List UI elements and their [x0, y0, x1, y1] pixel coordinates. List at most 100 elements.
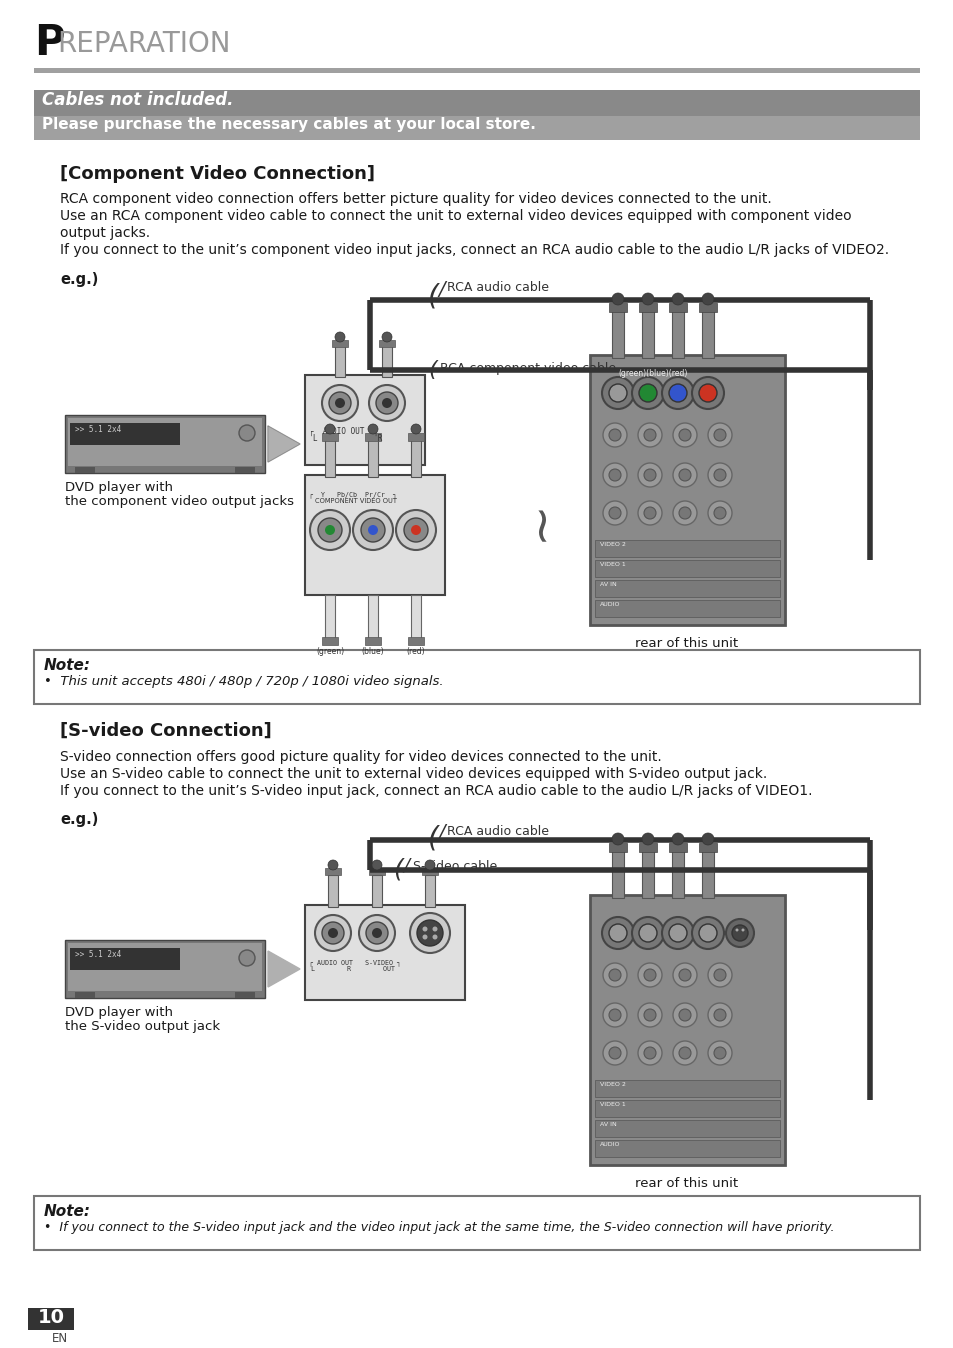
Bar: [34, 90, 919, 116]
Text: >> 5.1 2x4: >> 5.1 2x4: [75, 950, 121, 958]
Text: [Component Video Connection]: [Component Video Connection]: [60, 164, 375, 183]
Polygon shape: [268, 950, 299, 987]
Circle shape: [699, 384, 717, 402]
Bar: [365, 433, 380, 441]
Circle shape: [432, 934, 437, 940]
Circle shape: [424, 860, 435, 869]
Circle shape: [643, 507, 656, 519]
Circle shape: [643, 969, 656, 981]
Circle shape: [668, 923, 686, 942]
Text: /: /: [437, 280, 444, 299]
Bar: [608, 303, 626, 311]
Bar: [34, 650, 919, 704]
Text: /: /: [437, 824, 444, 842]
Circle shape: [672, 423, 697, 448]
Text: e.g.): e.g.): [60, 811, 98, 828]
Text: (: (: [428, 283, 438, 311]
Text: (red): (red): [406, 647, 425, 656]
Text: Please purchase the necessary cables at your local store.: Please purchase the necessary cables at …: [42, 117, 536, 132]
Text: rear of this unit: rear of this unit: [635, 1177, 738, 1190]
Bar: [322, 433, 337, 441]
Circle shape: [369, 386, 405, 421]
Circle shape: [325, 425, 335, 434]
Text: [S-video Connection]: [S-video Connection]: [60, 723, 272, 740]
Circle shape: [608, 469, 620, 481]
Bar: [639, 842, 657, 852]
Text: DVD player with: DVD player with: [65, 481, 172, 493]
Circle shape: [432, 926, 437, 931]
Circle shape: [691, 917, 723, 949]
Text: rear of this unit: rear of this unit: [635, 638, 738, 650]
Circle shape: [411, 425, 420, 434]
Text: Use an S-video cable to connect the unit to external video devices equipped with: Use an S-video cable to connect the unit…: [60, 767, 766, 780]
Text: ~: ~: [516, 499, 563, 541]
Text: RCA component video connection offers better picture quality for video devices c: RCA component video connection offers be…: [60, 191, 771, 206]
Circle shape: [322, 922, 344, 944]
Text: (blue): (blue): [361, 647, 384, 656]
Circle shape: [679, 429, 690, 441]
Circle shape: [608, 969, 620, 981]
Circle shape: [707, 462, 731, 487]
Text: the component video output jacks: the component video output jacks: [65, 495, 294, 508]
Text: /: /: [402, 857, 409, 875]
Bar: [671, 310, 683, 359]
Bar: [408, 433, 423, 441]
Circle shape: [366, 922, 388, 944]
Circle shape: [322, 386, 357, 421]
Circle shape: [672, 501, 697, 524]
Bar: [595, 600, 780, 617]
Bar: [234, 992, 254, 998]
Circle shape: [638, 423, 661, 448]
Circle shape: [608, 507, 620, 519]
Bar: [75, 466, 95, 473]
Circle shape: [639, 923, 657, 942]
Circle shape: [602, 1003, 626, 1027]
Circle shape: [643, 469, 656, 481]
Bar: [305, 905, 464, 1000]
Circle shape: [608, 429, 620, 441]
Polygon shape: [268, 426, 299, 462]
Circle shape: [713, 1047, 725, 1060]
Bar: [322, 638, 337, 644]
Circle shape: [643, 1047, 656, 1060]
Bar: [75, 992, 95, 998]
Bar: [408, 638, 423, 644]
Text: Cables not included.: Cables not included.: [42, 92, 233, 109]
Circle shape: [679, 469, 690, 481]
Circle shape: [329, 392, 351, 414]
Text: VIDEO 2: VIDEO 2: [599, 1082, 625, 1086]
Circle shape: [643, 429, 656, 441]
Circle shape: [725, 919, 753, 948]
Bar: [335, 345, 345, 377]
Circle shape: [375, 392, 397, 414]
Bar: [701, 310, 713, 359]
Bar: [325, 594, 335, 640]
Bar: [639, 303, 657, 311]
Circle shape: [314, 915, 351, 950]
Bar: [612, 310, 623, 359]
Text: VIDEO 1: VIDEO 1: [599, 1103, 625, 1107]
Text: ┌  Y   Pb/Cb  Pr/Cr  ┐: ┌ Y Pb/Cb Pr/Cr ┐: [309, 491, 396, 497]
Circle shape: [602, 962, 626, 987]
Circle shape: [643, 1010, 656, 1020]
Circle shape: [422, 926, 427, 931]
Text: Note:: Note:: [44, 658, 91, 673]
Circle shape: [602, 423, 626, 448]
Circle shape: [608, 1010, 620, 1020]
Circle shape: [735, 929, 738, 931]
Bar: [641, 851, 654, 898]
Circle shape: [368, 524, 377, 535]
Text: AUDIO: AUDIO: [599, 1142, 619, 1147]
Circle shape: [672, 1041, 697, 1065]
Text: Note:: Note:: [44, 1204, 91, 1219]
Circle shape: [328, 927, 337, 938]
Text: S-video cable: S-video cable: [413, 860, 497, 874]
Circle shape: [707, 962, 731, 987]
Text: (green)(blue)(red): (green)(blue)(red): [618, 369, 687, 377]
Circle shape: [701, 293, 713, 305]
Circle shape: [679, 1047, 690, 1060]
Text: RCA component video cable: RCA component video cable: [439, 363, 616, 375]
Circle shape: [601, 917, 634, 949]
Text: >> 5.1 2x4: >> 5.1 2x4: [75, 425, 121, 434]
Bar: [378, 340, 395, 346]
